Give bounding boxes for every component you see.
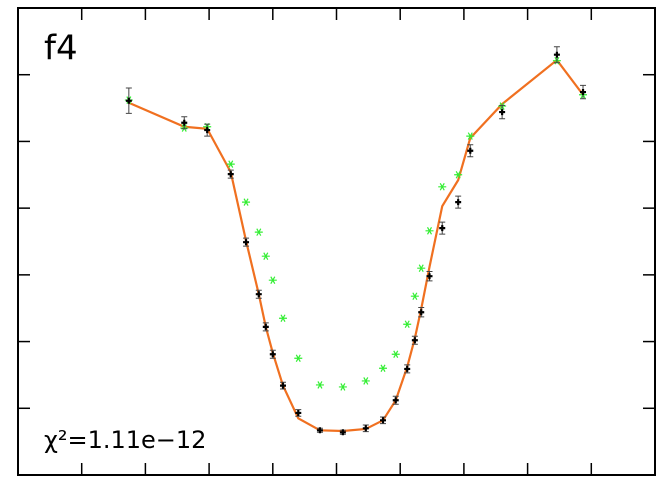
data-point xyxy=(553,51,560,58)
chi-square-annotation: χ²=1.11e−12 xyxy=(44,426,206,454)
data-point xyxy=(279,382,286,389)
star-marker xyxy=(391,350,400,359)
data-point xyxy=(362,425,369,432)
data-point xyxy=(426,273,433,280)
data-point xyxy=(418,309,425,316)
star-marker xyxy=(438,183,447,191)
star-marker xyxy=(338,383,347,391)
star-marker xyxy=(454,171,463,179)
star-marker xyxy=(425,227,434,235)
data-point xyxy=(392,397,399,404)
data-point xyxy=(227,171,234,178)
star-marker xyxy=(268,276,277,284)
star-marker xyxy=(315,381,324,389)
data-point xyxy=(411,337,418,344)
data-point xyxy=(125,97,132,104)
data-point xyxy=(439,225,446,232)
star-marker xyxy=(278,314,287,322)
star-marker xyxy=(466,132,475,140)
star-marker xyxy=(379,364,388,373)
data-point xyxy=(295,409,302,416)
data-point xyxy=(269,351,276,358)
data-point xyxy=(181,119,188,126)
data-point xyxy=(404,365,411,372)
star-marker xyxy=(261,252,270,260)
star-marker xyxy=(410,292,419,300)
plot-frame xyxy=(17,7,656,476)
data-point xyxy=(262,323,269,330)
data-point xyxy=(255,291,262,298)
star-marker xyxy=(226,160,235,168)
star-marker xyxy=(254,228,263,236)
data-point xyxy=(316,427,323,434)
star-marker xyxy=(361,377,370,385)
model-line xyxy=(128,58,584,433)
star-marker xyxy=(294,354,303,363)
star-marker xyxy=(242,198,251,206)
data-point xyxy=(380,417,387,424)
data-point xyxy=(467,147,474,154)
data-point xyxy=(339,429,346,436)
star-marker xyxy=(417,264,426,272)
data-point xyxy=(499,109,506,116)
data-point xyxy=(204,127,211,134)
star-marker xyxy=(403,320,412,328)
data-point xyxy=(455,199,462,206)
data-point xyxy=(580,89,587,96)
data-point xyxy=(243,239,250,246)
panel-label: f4 xyxy=(44,29,78,69)
